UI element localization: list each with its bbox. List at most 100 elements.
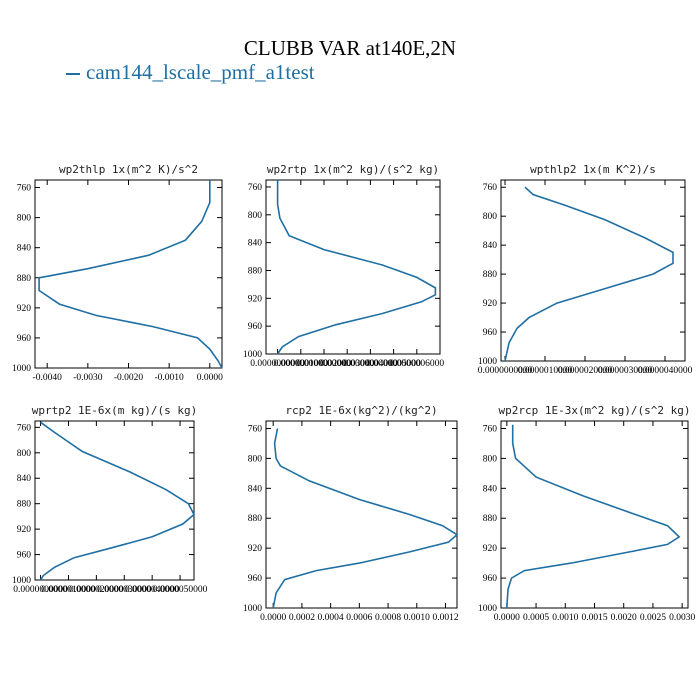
x-tick-label: 0.0000010000 [518,366,573,376]
y-tick-label: 920 [483,544,498,554]
x-tick-label: 0.0000030000 [598,366,653,376]
y-tick-label: 1000 [243,350,262,360]
legend-label: cam144_lscale_pmf_a1test [86,60,315,84]
x-tick-label: 0.0000010000 [41,585,96,595]
y-tick-label: 800 [17,449,32,459]
x-tick-label: 0.0010 [552,613,578,623]
panel-title: wp2rcp 1E-3x(m^2 kg)/(s^2 kg) [498,404,690,417]
y-tick-label: 760 [17,423,32,433]
y-tick-label: 800 [483,454,498,464]
y-tick-label: 760 [248,424,263,434]
x-tick-label: 0.0000006000 [389,359,444,369]
panel-3: wpthlp2 1x(m K^2)/s 760 800 840 880 920 960 100… [478,163,693,376]
x-tick-label: -0.0020 [114,373,144,383]
x-tick-label: 0.0000000000 [250,359,305,369]
x-tick-label: 0.0000020000 [69,585,124,595]
panel-4: wprtp2 1E-6x(m kg)/(s kg)760 800 840 880 920… [12,404,208,595]
panel-title: rcp2 1E-6x(kg^2)/(kg^2) [285,404,437,417]
y-tick-label: 880 [17,274,32,284]
x-tick-label: -0.0010 [155,373,185,383]
x-tick-label: 0.0008 [375,613,401,623]
y-tick-label: 920 [17,525,32,535]
legend: cam144_lscale_pmf_a1test [66,60,315,85]
x-tick-label: 0.0000000000 [13,585,68,595]
x-tick-label: 0.0005 [523,613,549,623]
panel-title: wprtp2 1E-6x(m kg)/(s kg) [32,404,198,417]
x-tick-label: 0.0000000000 [478,366,533,376]
plot-frame [265,179,441,355]
x-tick-label: 0.0025 [640,613,666,623]
y-tick-label: 840 [248,239,263,249]
panel-5: rcp2 1E-6x(kg^2)/(kg^2) 760 800 840 880 920 96… [243,404,459,623]
y-tick-label: 1000 [12,576,31,586]
x-tick-label: 0.0015 [581,613,607,623]
x-tick-label: 0.0000040000 [125,585,180,595]
y-tick-label: 760 [483,424,498,434]
y-tick-label: 1000 [243,604,262,614]
y-tick-label: 920 [17,304,32,314]
y-tick-label: 880 [248,266,263,276]
y-tick-label: 800 [483,212,498,222]
x-tick-label: 0.0000 [260,613,286,623]
y-tick-label: 840 [483,241,498,251]
x-tick-label: 0.0000001000 [273,359,328,369]
x-tick-label: 0.0000020000 [558,366,613,376]
y-tick-label: 760 [483,183,498,193]
y-tick-label: 1000 [478,357,497,367]
y-tick-label: 760 [17,184,32,194]
y-tick-label: 960 [17,334,32,344]
x-tick-label: 0.0000003000 [320,359,375,369]
x-tick-label: 0.0000030000 [97,585,152,595]
y-tick-label: 840 [483,484,498,494]
y-tick-label: 880 [483,270,498,280]
panel-title: wp2rtp 1x(m^2 kg)/(s^2 kg) [267,163,439,176]
y-tick-label: 800 [17,214,32,224]
x-tick-label: 0.0000040000 [638,366,693,376]
y-tick-label: 920 [248,544,263,554]
panel-title: wp2thlp 1x(m^2 K)/s^2 [59,163,198,176]
y-tick-label: 920 [483,299,498,309]
y-tick-label: 760 [248,183,263,193]
x-tick-label: -0.0040 [33,373,63,383]
y-tick-label: 880 [483,514,498,524]
y-tick-label: 840 [248,484,263,494]
series-line [276,180,437,355]
y-tick-label: 960 [483,328,498,338]
y-tick-label: 1000 [478,604,497,614]
y-tick-label: 960 [17,551,32,561]
plot-frame [34,420,195,581]
y-tick-label: 960 [483,574,498,584]
series-line [506,424,681,609]
y-tick-label: 920 [248,294,263,304]
series-line [39,421,196,581]
legend-line-swatch [66,73,80,76]
plot-frame [500,179,686,362]
x-tick-label: 0.0012 [432,613,458,623]
x-tick-label: 0.0000002000 [297,359,352,369]
x-tick-label: 0.0000004000 [343,359,398,369]
plot-frame [500,420,689,609]
y-tick-label: 1000 [12,364,31,374]
x-tick-label: 0.0002 [289,613,315,623]
series-line [504,186,674,362]
x-tick-label: 0.0000 [494,613,520,623]
panel-2: wp2rtp 1x(m^2 kg)/(s^2 kg) 760 800 840 880 92… [243,163,444,369]
x-tick-label: 0.0000005000 [366,359,421,369]
x-tick-label: 0.0000050000 [153,585,208,595]
y-tick-label: 800 [248,211,263,221]
x-tick-label: 0.0006 [346,613,372,623]
y-tick-label: 800 [248,454,263,464]
panel-title: wpthlp2 1x(m K^2)/s [530,163,656,176]
x-tick-label: 0.0020 [611,613,637,623]
figure-title: CLUBB VAR at140E,2N [243,36,457,60]
panel-1: wp2thlp 1x(m^2 K)/s^2 760 800 840 880 920 960 1… [12,163,223,383]
y-tick-label: 840 [17,244,32,254]
series-line [38,180,223,369]
plot-frame [265,420,458,609]
x-tick-label: 0.0004 [318,613,344,623]
series-line [272,428,459,609]
y-tick-label: 960 [248,574,263,584]
panel-6: wp2rcp 1E-3x(m^2 kg)/(s^2 kg)760 800 840 88… [478,404,695,623]
x-tick-label: 0.0000 [197,373,223,383]
